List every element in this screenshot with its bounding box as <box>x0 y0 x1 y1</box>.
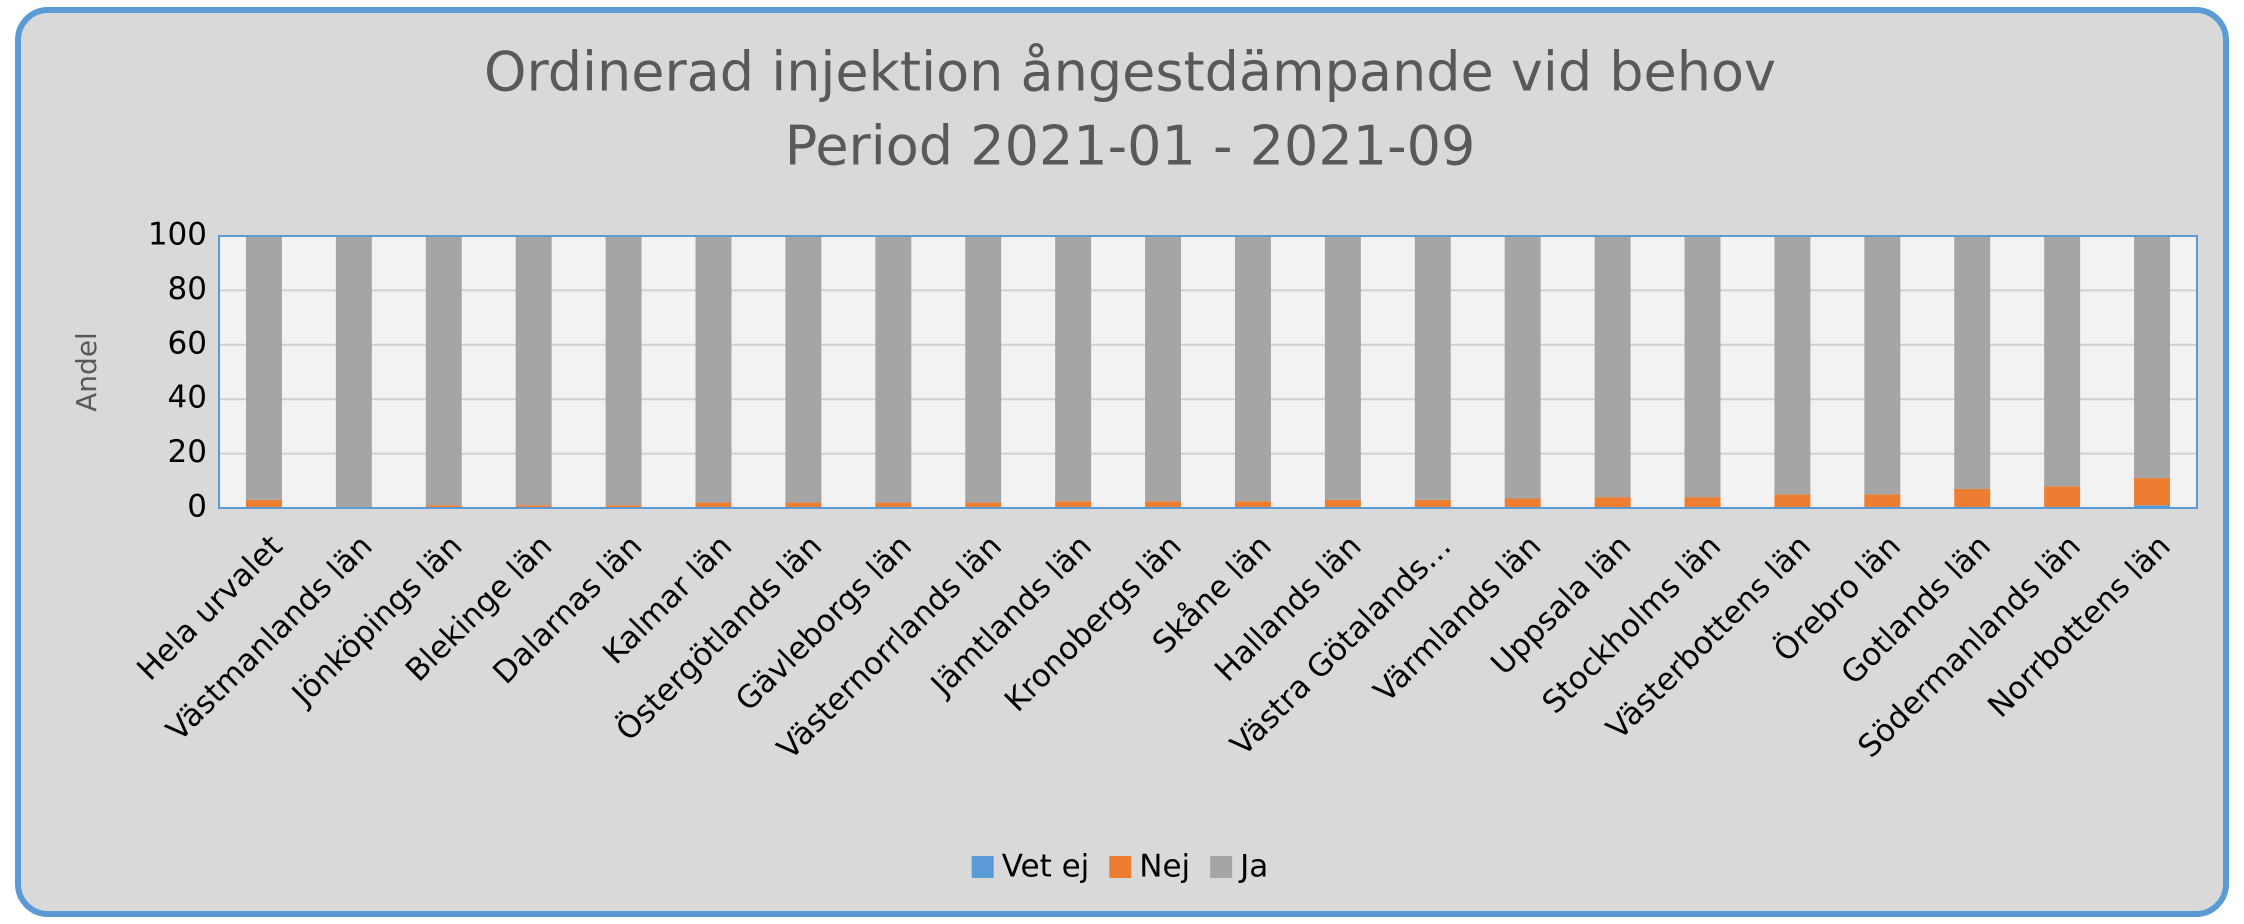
legend-label: Vet ej <box>1002 849 1090 885</box>
y-tick-label: 0 <box>187 489 207 525</box>
bar-segment <box>1324 236 1361 500</box>
bar-segment <box>425 505 462 508</box>
bar-segment <box>425 236 462 506</box>
chart-title: Ordinerad injektion ångestdämpande vid b… <box>484 41 1776 104</box>
bar-segment <box>1414 499 1451 508</box>
bar-segment <box>965 502 1002 508</box>
bar-segment <box>1234 236 1271 502</box>
bar-segment <box>2134 505 2171 508</box>
bar-segment <box>1234 501 1271 508</box>
bar-segment <box>1594 497 1631 508</box>
bar-segment <box>1684 497 1721 508</box>
bar-segment <box>1504 236 1541 499</box>
y-axis-label: Andel <box>70 332 103 412</box>
y-tick-label: 100 <box>148 217 207 253</box>
legend-swatch <box>971 856 994 878</box>
y-tick-label: 60 <box>168 325 207 361</box>
legend-swatch <box>1210 856 1233 878</box>
bar-segment <box>875 502 912 508</box>
bar-segment <box>785 236 822 503</box>
bar-segment <box>2044 486 2081 508</box>
legend-swatch <box>1109 856 1132 878</box>
bar-segment <box>1954 236 1991 489</box>
bar-segment <box>1055 501 1092 508</box>
y-tick-label: 80 <box>168 271 207 307</box>
bar-segment <box>1864 236 1901 495</box>
bar-segment <box>245 236 282 500</box>
bar-segment <box>1954 488 1991 508</box>
bar-segment <box>605 236 642 506</box>
y-tick-label: 20 <box>168 434 207 470</box>
bar-segment <box>1774 494 1811 508</box>
bar-segment <box>695 502 732 508</box>
bar-segment <box>1774 236 1811 495</box>
bar-segment <box>1864 494 1901 508</box>
bar-segment <box>1324 499 1361 508</box>
bar-segment <box>2134 478 2171 506</box>
bar-segment <box>1414 236 1451 500</box>
y-tick-label: 40 <box>168 380 207 416</box>
bar-segment <box>1684 236 1721 498</box>
bar-segment <box>335 236 372 508</box>
bar-segment <box>1055 236 1092 502</box>
bar-segment <box>605 505 642 508</box>
bar-segment <box>515 236 552 506</box>
bar-segment <box>965 236 1002 503</box>
chart-subtitle: Period 2021-01 - 2021-09 <box>785 115 1476 178</box>
bar-segment <box>875 236 912 503</box>
bar-segment <box>245 499 282 508</box>
bar-segment <box>1145 501 1182 508</box>
bar-segment <box>515 505 552 508</box>
legend-label: Nej <box>1139 849 1190 885</box>
plot-border <box>218 235 2198 509</box>
bar-segment <box>785 502 822 508</box>
bar-segment <box>2044 236 2081 487</box>
bar-segment <box>1594 236 1631 498</box>
legend-label: Ja <box>1238 849 1268 885</box>
bar-segment <box>1145 236 1182 502</box>
bar-segment <box>1504 498 1541 508</box>
bar-segment <box>2134 236 2171 479</box>
bar-segment <box>695 236 732 503</box>
